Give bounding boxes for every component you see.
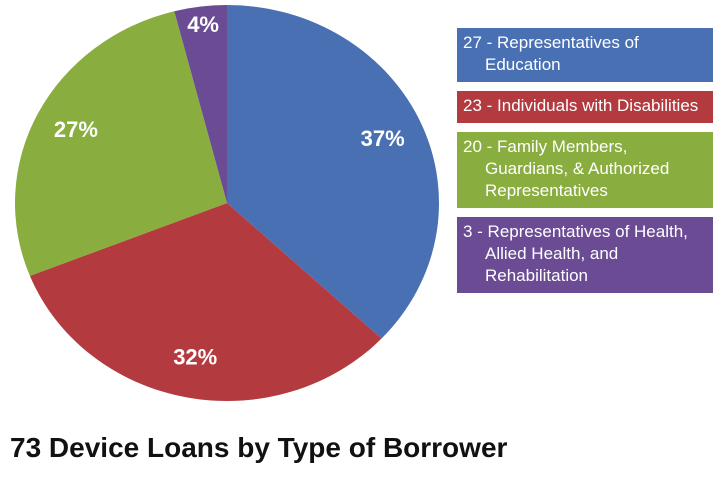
legend-entry: 20 - Family Members, Guardians, & Author… [457, 132, 713, 208]
legend-entry: 27 - Representatives of Education [457, 28, 713, 82]
pie-slice [227, 5, 439, 339]
pie-slice [174, 5, 227, 203]
legend-entry: 3 - Representatives of Health, Allied He… [457, 217, 713, 293]
legend: 27 - Representatives of Education 23 - In… [457, 28, 713, 302]
data-label: 4% [187, 12, 219, 37]
data-label: 32% [173, 344, 217, 369]
pie-slice [29, 203, 382, 402]
chart-title: 73 Device Loans by Type of Borrower [10, 432, 508, 463]
pie: 37% 32% 27% 4% [14, 5, 439, 402]
data-label: 27% [54, 117, 98, 142]
legend-entry: 23 - Individuals with Disabilities [457, 91, 713, 123]
pie-slice [14, 11, 228, 276]
data-label: 37% [361, 126, 405, 151]
